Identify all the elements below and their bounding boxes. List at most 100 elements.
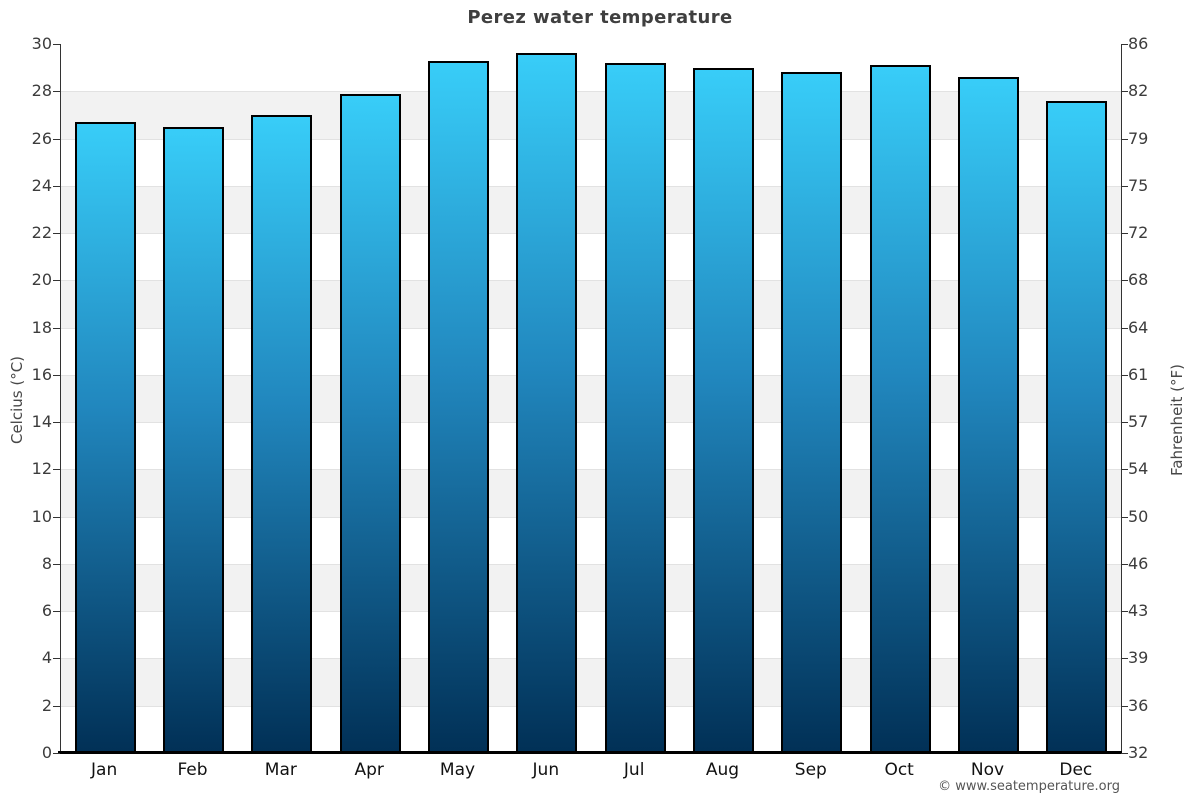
- fahrenheit-tick-mark: [1121, 516, 1128, 518]
- gridline: [61, 374, 1121, 376]
- bar-feb: [163, 126, 224, 753]
- x-tick-label: Mar: [264, 760, 297, 780]
- fahrenheit-tick-mark: [1121, 611, 1128, 613]
- celsius-tick-mark: [53, 611, 60, 613]
- fahrenheit-tick-mark: [1121, 374, 1128, 376]
- gridline: [61, 91, 1121, 93]
- gridline: [61, 469, 1121, 471]
- fahrenheit-tick-label: 64: [1128, 317, 1149, 337]
- bar-nov: [958, 77, 1019, 753]
- grid-band: [61, 658, 1121, 706]
- x-tick-label: Dec: [1059, 760, 1093, 780]
- fahrenheit-tick-mark: [1121, 327, 1128, 329]
- celsius-tick-label: 8: [41, 553, 52, 573]
- celsius-tick-label: 0: [41, 743, 52, 762]
- fahrenheit-tick-mark: [1121, 91, 1128, 93]
- bar-jan: [74, 122, 136, 753]
- gridline: [61, 516, 1121, 518]
- bar-oct: [869, 65, 931, 753]
- bar-jul: [604, 62, 666, 753]
- x-tick-label: Aug: [705, 760, 740, 780]
- celsius-tick-mark: [53, 563, 60, 565]
- fahrenheit-tick-mark: [1121, 563, 1128, 565]
- bar-mar: [251, 114, 313, 753]
- fahrenheit-tick-label: 72: [1128, 223, 1149, 243]
- grid-band: [61, 280, 1121, 328]
- chart-title: Perez water temperature: [467, 7, 733, 28]
- celsius-tick-mark: [53, 753, 60, 754]
- fahrenheit-tick-label: 46: [1128, 553, 1149, 573]
- celsius-tick-mark: [53, 516, 60, 518]
- grid-band: [61, 469, 1121, 517]
- gridline: [61, 138, 1121, 140]
- celsius-tick-mark: [53, 185, 60, 187]
- plot-area: [60, 44, 1122, 753]
- celsius-tick-mark: [53, 705, 60, 707]
- celsius-tick-label: 10: [31, 506, 52, 526]
- celsius-tick-mark: [53, 91, 60, 93]
- fahrenheit-tick-label: 86: [1128, 34, 1149, 53]
- grid-band: [61, 374, 1121, 423]
- x-tick-label: Nov: [970, 760, 1005, 780]
- fahrenheit-tick-label: 82: [1128, 81, 1149, 101]
- bar-apr: [339, 93, 401, 753]
- fahrenheit-tick-mark: [1121, 233, 1128, 235]
- celsius-tick-mark: [53, 138, 60, 140]
- gridline: [61, 185, 1121, 187]
- fahrenheit-tick-mark: [1121, 658, 1128, 660]
- x-axis-line: [58, 751, 1122, 754]
- fahrenheit-tick-mark: [1121, 185, 1128, 187]
- fahrenheit-tick-label: 79: [1128, 128, 1149, 148]
- grid-band: [61, 563, 1121, 612]
- fahrenheit-tick-label: 32: [1128, 743, 1149, 762]
- fahrenheit-tick-mark: [1121, 753, 1128, 754]
- celsius-tick-label: 6: [41, 601, 52, 621]
- celsius-tick-label: 2: [41, 695, 52, 715]
- bar-jun: [516, 53, 578, 753]
- x-tick-label: Apr: [354, 760, 384, 780]
- fahrenheit-tick-mark: [1121, 280, 1128, 282]
- grid-band: [61, 91, 1121, 139]
- x-tick-label: Feb: [177, 760, 208, 780]
- celsius-tick-mark: [53, 233, 60, 235]
- fahrenheit-tick-label: 50: [1128, 506, 1149, 526]
- celsius-tick-label: 18: [31, 317, 52, 337]
- fahrenheit-tick-mark: [1121, 138, 1128, 140]
- fahrenheit-tick-label: 39: [1128, 648, 1149, 668]
- fahrenheit-tick-label: 68: [1128, 270, 1149, 290]
- gridline: [61, 705, 1121, 707]
- celsius-tick-mark: [53, 422, 60, 424]
- fahrenheit-tick-mark: [1121, 422, 1128, 424]
- fahrenheit-tick-label: 61: [1128, 364, 1149, 384]
- gridline: [61, 422, 1121, 424]
- celsius-tick-mark: [53, 327, 60, 329]
- celsius-tick-label: 12: [31, 459, 52, 479]
- gridline: [61, 233, 1121, 235]
- grid-band: [61, 185, 1121, 234]
- fahrenheit-tick-mark: [1121, 705, 1128, 707]
- celsius-tick-mark: [53, 44, 60, 45]
- bar-may: [428, 60, 489, 753]
- fahrenheit-tick-label: 54: [1128, 459, 1149, 479]
- bar-aug: [693, 67, 754, 753]
- x-tick-label: Jul: [623, 760, 645, 780]
- gridline: [61, 658, 1121, 660]
- fahrenheit-tick-label: 36: [1128, 695, 1149, 715]
- copyright-link[interactable]: © www.seatemperature.org: [938, 779, 1120, 794]
- celsius-tick-label: 20: [31, 270, 52, 290]
- x-tick-label: Jun: [532, 760, 560, 780]
- celsius-tick-mark: [53, 374, 60, 376]
- celsius-tick-mark: [53, 469, 60, 471]
- celsius-tick-label: 28: [31, 81, 52, 101]
- fahrenheit-tick-label: 43: [1128, 601, 1149, 621]
- bar-dec: [1046, 100, 1108, 753]
- x-tick-label: Sep: [794, 760, 827, 780]
- fahrenheit-tick-mark: [1121, 469, 1128, 471]
- celsius-tick-label: 24: [31, 175, 52, 195]
- celsius-tick-label: 30: [31, 34, 52, 53]
- fahrenheit-tick-mark: [1121, 44, 1128, 45]
- gridline: [61, 611, 1121, 613]
- celsius-tick-label: 14: [31, 412, 52, 432]
- x-tick-label: Jan: [91, 760, 118, 780]
- x-tick-label: Oct: [884, 760, 914, 780]
